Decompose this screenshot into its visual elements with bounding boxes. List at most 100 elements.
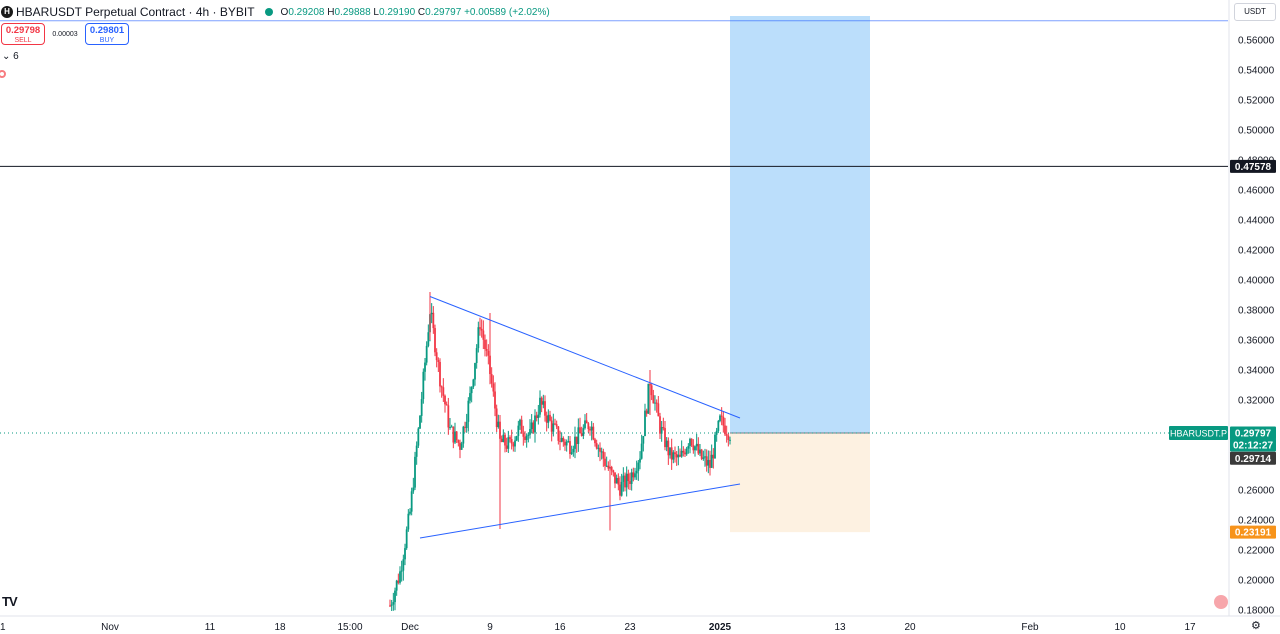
symbol-icon: H: [1, 6, 13, 18]
candle-body: [585, 420, 588, 424]
candle-body: [722, 416, 725, 426]
candle-body: [400, 570, 403, 572]
candle-body: [692, 445, 695, 451]
y-tick-label: 0.32000: [1238, 396, 1275, 407]
candle-body: [464, 426, 466, 429]
candle-body: [689, 438, 691, 446]
candle-body: [510, 439, 513, 444]
candle-body: [390, 604, 393, 606]
candle-body: [502, 434, 505, 443]
x-tick-label: Feb: [1021, 622, 1039, 633]
indicators-toggle[interactable]: ⌄ 6: [2, 51, 19, 62]
candle-body: [475, 348, 478, 364]
candle-body: [392, 602, 395, 605]
candle-body: [424, 362, 426, 372]
candle-body: [522, 433, 525, 437]
candle-body: [637, 462, 640, 471]
candle-body: [665, 440, 668, 448]
candle-body: [624, 475, 626, 488]
candle-body: [440, 386, 443, 388]
candle-body: [640, 443, 643, 459]
candle-body: [437, 360, 440, 362]
candle-body: [727, 435, 730, 440]
candle-body: [617, 477, 620, 485]
candle-body: [444, 395, 446, 405]
candle-body: [515, 436, 518, 441]
candle-body: [635, 470, 638, 474]
candle-body: [434, 328, 436, 353]
long-stop-zone: [730, 433, 870, 533]
axis-price-tag-label: 0.47578: [1235, 162, 1272, 173]
candle-body: [512, 443, 515, 447]
axis-price-tag: [1230, 159, 1276, 173]
ohlc-values: O0.29208 H0.29888 L0.29190 C0.29797 +0.0…: [280, 6, 550, 18]
candle-body: [557, 426, 560, 441]
candle-body: [480, 328, 483, 331]
candle-body: [569, 441, 571, 454]
candle-body: [650, 385, 653, 396]
candle-body: [694, 446, 696, 451]
candle-body: [562, 437, 565, 442]
y-tick-label: 0.42000: [1238, 246, 1275, 257]
notification-dot-icon[interactable]: [1214, 595, 1228, 609]
candle-body: [560, 437, 563, 442]
candle-body: [712, 454, 715, 459]
candle-body: [674, 452, 676, 455]
candle-body: [507, 437, 510, 449]
candle-body: [664, 428, 666, 448]
candle-body: [520, 419, 523, 434]
candle-body: [684, 452, 686, 455]
candle-body: [634, 473, 636, 478]
axis-price-tag: [1230, 438, 1276, 452]
candle-body: [575, 436, 578, 444]
candle-body: [657, 403, 660, 417]
candle-body: [462, 426, 465, 444]
candle-body: [419, 415, 421, 429]
y-tick-label: 0.50000: [1238, 126, 1275, 137]
candle-body: [602, 451, 605, 459]
candle-body: [449, 427, 451, 429]
currency-selector[interactable]: USDT: [1234, 3, 1276, 21]
candle-body: [542, 401, 545, 405]
candle-body: [709, 459, 711, 468]
candle-body: [465, 421, 468, 429]
candle-body: [420, 399, 423, 416]
candle-body: [405, 529, 408, 549]
y-tick-label: 0.44000: [1238, 216, 1275, 227]
candle-body: [629, 481, 631, 484]
x-tick-label: 18: [274, 622, 286, 633]
x-tick-label: 21: [0, 622, 6, 633]
candle-body: [582, 428, 585, 436]
candle-body: [389, 605, 391, 607]
chart-header: H HBARUSDT Perpetual Contract · 4h · BYB…: [0, 4, 550, 20]
candle-body: [675, 454, 678, 458]
candle-body: [495, 408, 498, 428]
candle-body: [417, 428, 420, 446]
sell-button[interactable]: 0.29798 SELL: [1, 23, 45, 45]
candle-body: [714, 434, 716, 459]
candle-body: [715, 430, 718, 435]
y-tick-label: 0.26000: [1238, 486, 1275, 497]
candle-body: [492, 383, 495, 392]
buy-button[interactable]: 0.29801 BUY: [85, 23, 129, 45]
candle-body: [707, 459, 710, 466]
tradingview-logo[interactable]: TV: [2, 594, 18, 609]
y-tick-label: 0.46000: [1238, 186, 1275, 197]
settings-gear-icon[interactable]: ⚙: [1251, 620, 1261, 632]
candle-body: [519, 419, 521, 426]
candle-body: [494, 391, 496, 409]
candle-body: [435, 352, 438, 361]
alert-ring-icon[interactable]: [0, 70, 6, 78]
candle-body: [439, 361, 441, 387]
candle-body: [710, 454, 713, 468]
change-value: +0.00589 (+2.02%): [464, 6, 550, 18]
candle-body: [570, 452, 573, 454]
candle-body: [660, 427, 663, 434]
candle-body: [654, 402, 656, 404]
symbol-title[interactable]: HBARUSDT Perpetual Contract · 4h · BYBIT: [16, 5, 255, 19]
candle-body: [705, 456, 708, 466]
candle-body: [565, 441, 568, 446]
x-tick-label: 2025: [709, 622, 732, 633]
candle-body: [497, 421, 500, 428]
